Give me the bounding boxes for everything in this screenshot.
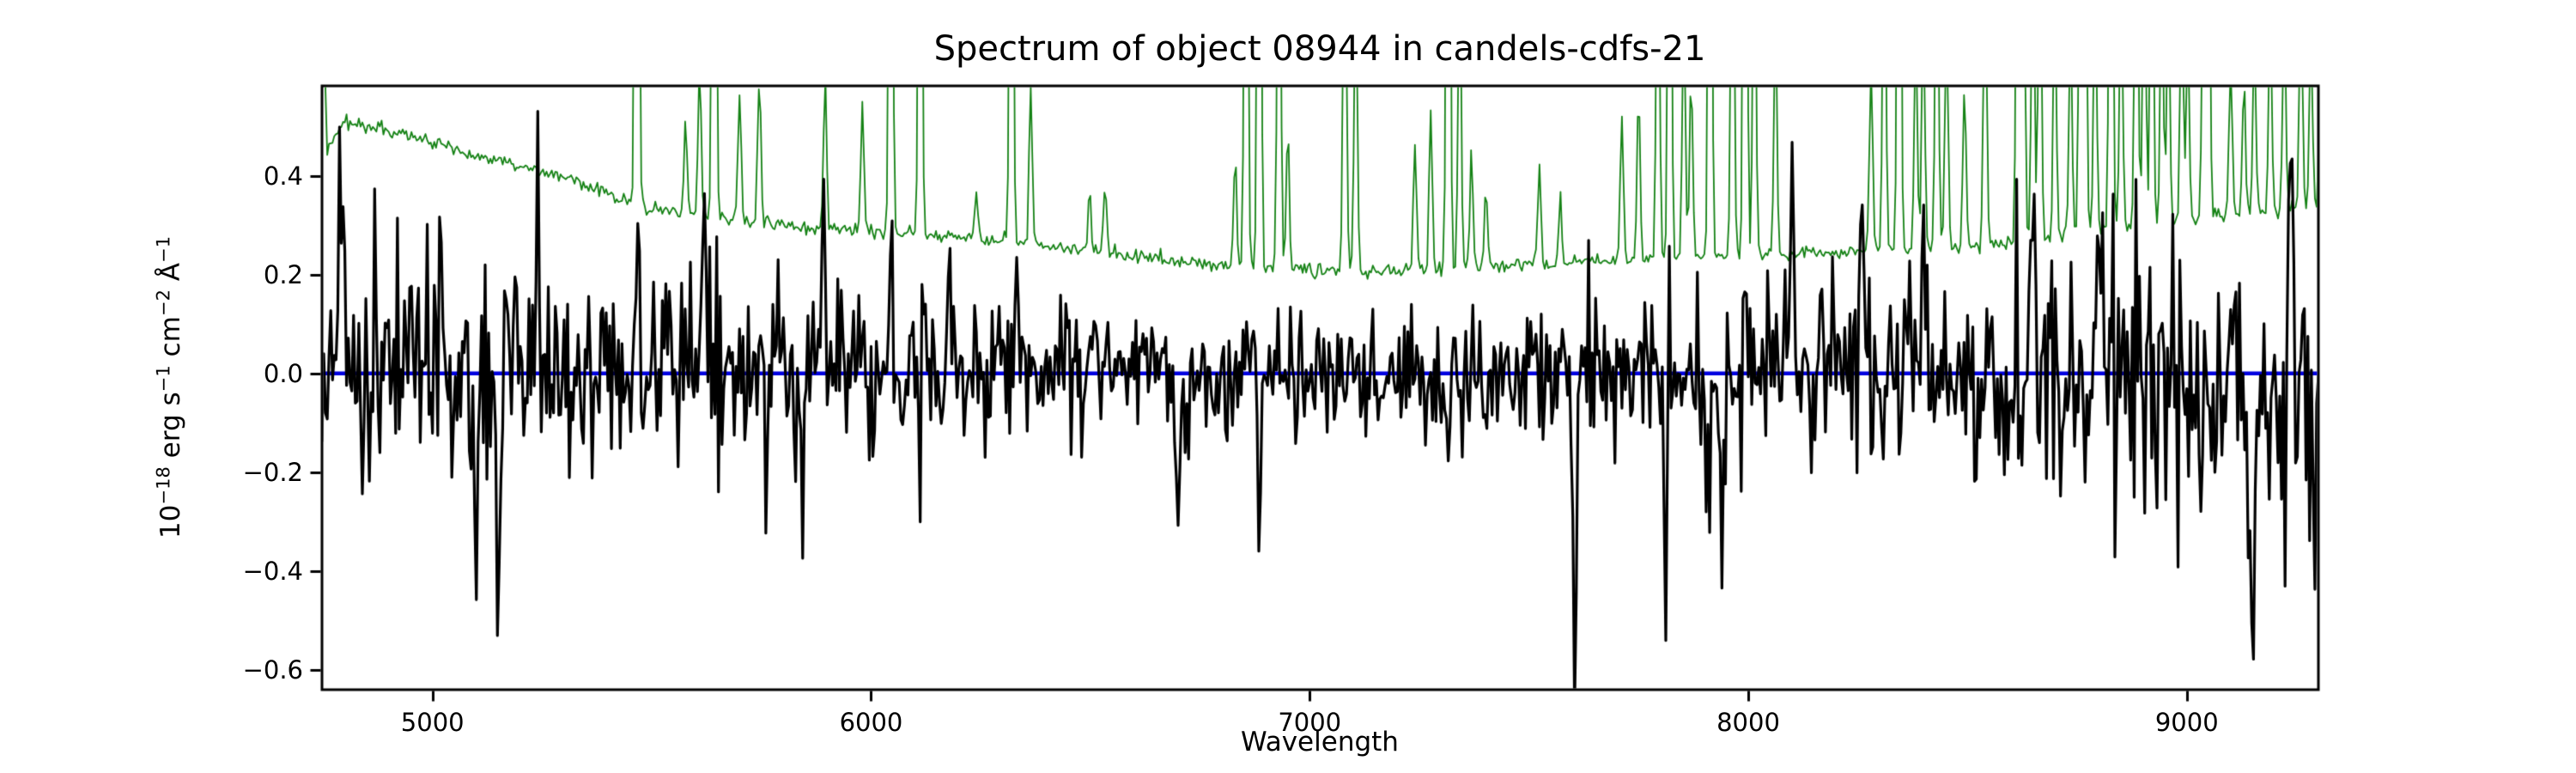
x-axis-label: Wavelength — [1241, 727, 1399, 758]
x-tick-label: 9000 — [2154, 708, 2219, 737]
plot-title: Spectrum of object 08944 in candels-cdfs… — [933, 29, 1706, 69]
y-tick-label: 0.0 — [263, 358, 303, 388]
y-tick-label: −0.6 — [242, 654, 303, 685]
y-tick-label: −0.4 — [242, 556, 303, 586]
y-tick-label: −0.2 — [242, 457, 303, 487]
x-tick-label: 6000 — [839, 708, 903, 737]
y-axis-label: 10−18 erg s−1 cm−2 Å−1 — [152, 235, 186, 539]
y-tick-label: 0.2 — [263, 259, 303, 289]
x-tick-label: 5000 — [400, 708, 465, 737]
x-tick-label: 7000 — [1278, 708, 1342, 737]
y-tick-label: 0.4 — [263, 161, 303, 191]
x-tick-label: 8000 — [1716, 708, 1780, 737]
